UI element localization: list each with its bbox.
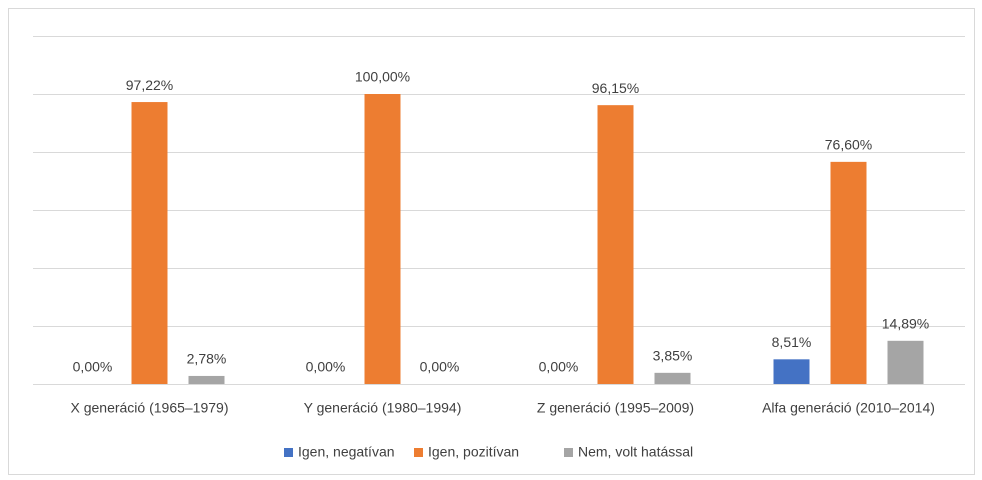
x-tick-label: Alfa generáció (2010–2014)	[762, 400, 935, 416]
data-label: 0,00%	[73, 359, 113, 375]
legend-label: Igen, pozitívan	[428, 444, 519, 460]
x-tick-label: Y generáció (1980–1994)	[304, 400, 462, 416]
data-label: 0,00%	[306, 359, 346, 375]
bar	[131, 102, 168, 384]
legend-swatch	[284, 448, 293, 457]
data-label: 3,85%	[653, 348, 693, 364]
bar	[654, 372, 691, 384]
bar	[364, 94, 401, 384]
data-label: 96,15%	[592, 80, 639, 96]
chart-frame	[8, 8, 975, 475]
legend-swatch	[564, 448, 573, 457]
data-label: 14,89%	[882, 316, 929, 332]
data-label: 2,78%	[187, 351, 227, 367]
x-tick-label: X generáció (1965–1979)	[70, 400, 228, 416]
x-tick-label: Z generáció (1995–2009)	[537, 400, 694, 416]
legend-swatch	[414, 448, 423, 457]
data-label: 97,22%	[126, 77, 173, 93]
bar	[773, 359, 810, 384]
data-label: 76,60%	[825, 137, 872, 153]
bar	[830, 161, 867, 384]
bar	[597, 105, 634, 384]
legend-label: Igen, negatívan	[298, 444, 395, 460]
data-label: 8,51%	[772, 334, 812, 350]
bar	[887, 340, 924, 384]
bar	[188, 375, 225, 384]
data-label: 0,00%	[539, 359, 579, 375]
data-label: 100,00%	[355, 69, 410, 85]
data-label: 0,00%	[420, 359, 460, 375]
legend-label: Nem, volt hatással	[578, 444, 693, 460]
